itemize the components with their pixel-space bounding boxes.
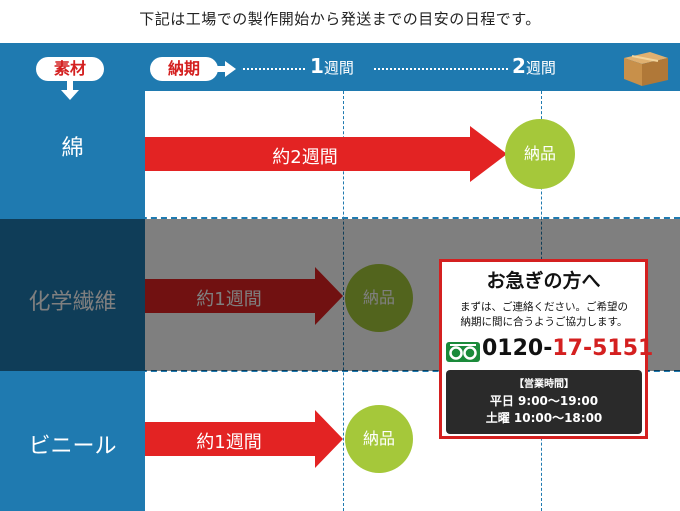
header-bar — [0, 43, 680, 91]
intro-text: 下記は工場での製作開始から発送までの目安の日程です。 — [139, 10, 541, 28]
delivery-badge: 納品 — [345, 405, 413, 473]
timeline-dots — [374, 68, 508, 70]
duration-arrow — [145, 126, 507, 182]
notice-title: お急ぎの方へ — [486, 270, 601, 292]
week-1-label: 1週間 — [310, 54, 354, 78]
week-2-label: 2週間 — [512, 54, 556, 78]
duration-arrow — [145, 410, 343, 468]
material-header: 素材 — [36, 57, 104, 81]
row-divider — [0, 217, 680, 219]
row-divider — [0, 370, 680, 372]
notice-body: まずは、ご連絡ください。ご希望の 納期に間に合うようご協力します。 — [460, 301, 628, 328]
free-dial-icon — [446, 342, 480, 362]
right-arrow-icon — [216, 61, 236, 77]
phone-number[interactable]: 0120-17-5151 — [446, 336, 653, 366]
delivery-badge: 納品 — [505, 119, 575, 189]
timeline-dots — [243, 68, 305, 70]
business-hours: 【営業時間】 平日 9:00～19:00 土曜 10:00～18:00 — [446, 370, 642, 434]
duration-label: 約2週間 — [272, 147, 338, 168]
cardboard-box-icon — [624, 52, 668, 86]
down-arrow-icon — [61, 81, 79, 100]
material-cotton: 綿 — [61, 136, 84, 161]
duration-label: 約1週間 — [196, 432, 262, 453]
material-vinyl: ビニール — [28, 434, 117, 459]
deadline-header: 納期 — [150, 57, 218, 81]
urgent-notice-box: お急ぎの方へ まずは、ご連絡ください。ご希望の 納期に間に合うようご協力します。… — [439, 259, 653, 439]
